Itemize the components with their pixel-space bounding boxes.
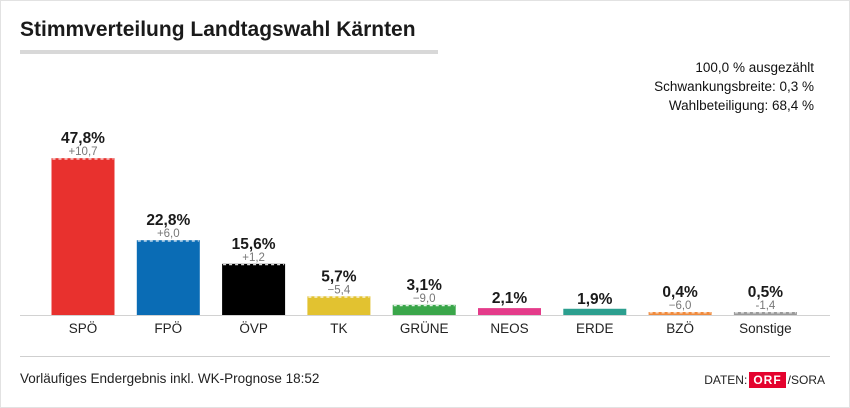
value-label-bzoe: 0,4% (662, 284, 698, 301)
data-source: DATEN: ORF /SORA (704, 372, 825, 388)
source-prefix: DATEN: (704, 373, 748, 387)
category-label-spoe: SPÖ (69, 321, 98, 336)
value-label-oevp: 15,6% (232, 236, 276, 253)
change-label-fpoe: +6,0 (157, 228, 180, 240)
bar-neos[interactable] (478, 308, 541, 315)
value-label-gruene: 3,1% (407, 277, 443, 294)
bar-fpoe[interactable] (136, 240, 200, 315)
change-label-tk: −5,4 (328, 284, 351, 296)
change-label-sonstige: -1,4 (755, 300, 775, 312)
turnout: Wahlbeteiligung: 68,4 % (668, 98, 814, 113)
value-label-erde: 1,9% (577, 291, 613, 308)
bar-gruene[interactable] (392, 304, 456, 315)
bar-chart: 47,8%+10,7 SPÖ 22,8%+6,0 FPÖ 15,6%+1,2 ÖVP 5,7… (20, 130, 830, 336)
category-label-erde: ERDE (576, 321, 614, 336)
title-underline (20, 50, 438, 54)
footnote: Vorläufiges Endergebnis inkl. WK-Prognos… (20, 371, 320, 386)
value-label-neos: 2,1% (492, 290, 528, 307)
category-label-neos: NEOS (490, 321, 528, 336)
chart-title: Stimmverteilung Landtagswahl Kärnten (20, 18, 416, 41)
value-label-tk: 5,7% (321, 268, 357, 285)
value-label-spoe: 47,8% (61, 130, 105, 147)
bar-oevp[interactable] (222, 263, 286, 315)
change-label-bzoe: −6,0 (669, 300, 692, 312)
change-label-gruene: −9,0 (413, 293, 436, 305)
category-label-bzoe: BZÖ (666, 321, 694, 336)
category-label-fpoe: FPÖ (154, 321, 182, 336)
count-info: 100,0 % ausgezählt Schwankungsbreite: 0,… (654, 58, 814, 115)
bar-spoe[interactable] (51, 158, 115, 315)
orf-logo: ORF (749, 372, 786, 388)
source-suffix: /SORA (787, 373, 825, 387)
value-label-sonstige: 0,5% (748, 284, 784, 301)
bar-sonstige[interactable] (733, 312, 797, 315)
category-label-sonstige: Sonstige (739, 321, 792, 336)
bar-erde[interactable] (563, 308, 627, 315)
counted-status: 100,0 % ausgezählt (695, 60, 814, 75)
change-label-spoe: +10,7 (68, 146, 97, 158)
margin-of-error: Schwankungsbreite: 0,3 % (654, 79, 814, 94)
category-label-tk: TK (330, 321, 347, 336)
bar-bzoe[interactable] (648, 312, 712, 315)
value-label-fpoe: 22,8% (146, 212, 190, 229)
category-label-gruene: GRÜNE (400, 321, 449, 336)
category-label-oevp: ÖVP (239, 321, 268, 336)
bar-tk[interactable] (307, 296, 371, 315)
change-label-oevp: +1,2 (242, 252, 265, 264)
footer-divider (20, 356, 830, 357)
